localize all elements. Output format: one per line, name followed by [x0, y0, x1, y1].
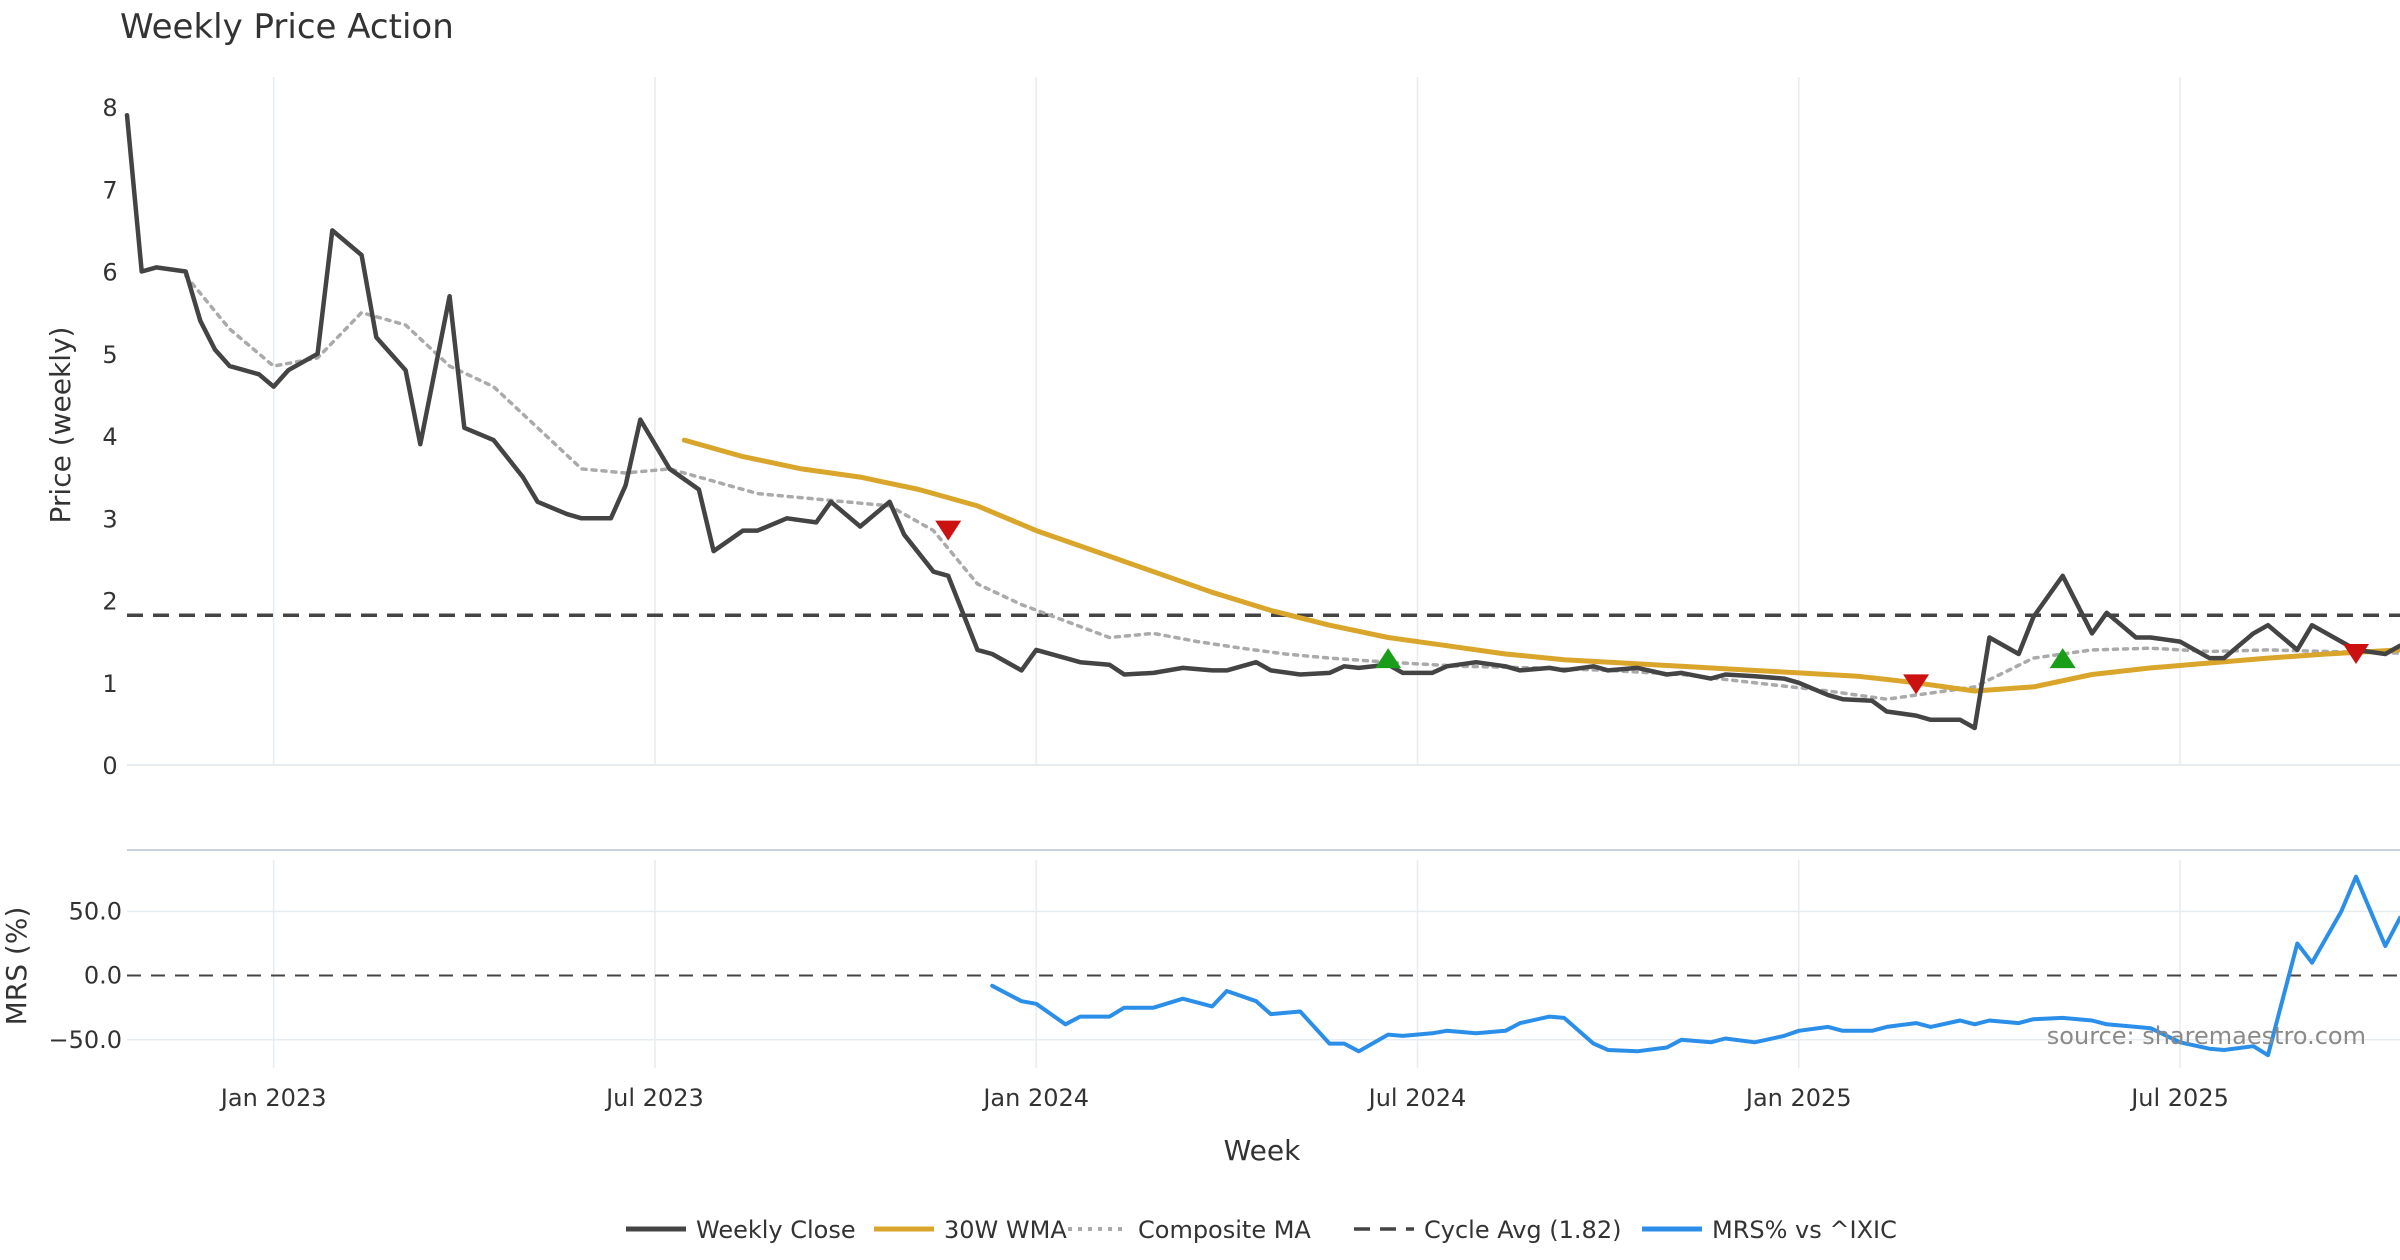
mrs-y-ticks: 50.0 0.0 −50.0	[48, 897, 122, 1053]
x-tick-label: Jan 2025	[1744, 1084, 1852, 1112]
x-tick-label: Jan 2024	[981, 1084, 1089, 1112]
legend-label: 30W WMA	[944, 1216, 1067, 1244]
price-y-tick-label: 5	[102, 341, 117, 369]
mrs-y-tick-label: 0.0	[84, 962, 122, 990]
x-axis-title: Week	[1224, 1134, 1301, 1167]
x-ticks: Jan 2023 Jul 2023 Jan 2024 Jul 2024 Jan 2025…	[219, 1084, 2229, 1112]
x-tick-label: Jul 2025	[2129, 1084, 2229, 1112]
price-y-axis-title: Price (weekly)	[44, 327, 77, 524]
price-y-tick-label: 2	[102, 588, 117, 616]
sell-signal-marker	[935, 520, 962, 541]
sell-signal-marker	[2343, 643, 2370, 664]
sell-signal-marker	[1903, 674, 1930, 695]
source-watermark: source: sharemaestro.com	[2047, 1022, 2366, 1050]
mrs-panel-grid	[127, 860, 2400, 1068]
series-weekly-close	[124, 112, 2400, 731]
series-30w-wma	[681, 437, 2400, 694]
price-y-ticks: 0 1 2 3 4 5 6 7 8	[102, 94, 117, 780]
legend-label: Composite MA	[1138, 1216, 1311, 1244]
price-y-tick-label: 0	[102, 752, 117, 780]
mrs-series-group	[990, 874, 2400, 1058]
legend-label: Cycle Avg (1.82)	[1424, 1216, 1621, 1244]
chart-title: Weekly Price Action	[120, 7, 454, 47]
buy-signal-marker	[1375, 648, 1402, 669]
price-y-tick-label: 7	[102, 176, 117, 204]
chart-legend: Weekly Close 30W WMA Composite MA Cycle Avg…	[626, 1216, 1897, 1244]
x-tick-label: Jul 2024	[1367, 1084, 1467, 1112]
price-y-tick-label: 8	[102, 94, 117, 122]
price-y-tick-label: 4	[102, 423, 117, 451]
series-mrs	[990, 874, 2400, 1058]
buy-signal-marker	[2049, 648, 2076, 669]
price-series-group	[124, 112, 2400, 731]
price-y-tick-label: 1	[102, 670, 117, 698]
legend-label: MRS% vs ^IXIC	[1712, 1216, 1897, 1244]
mrs-y-tick-label: 50.0	[69, 897, 122, 925]
price-y-tick-label: 6	[102, 259, 117, 287]
price-y-tick-label: 3	[102, 505, 117, 533]
x-tick-label: Jul 2023	[604, 1084, 704, 1112]
x-tick-label: Jan 2023	[219, 1084, 327, 1112]
series-composite-ma	[183, 273, 2400, 701]
mrs-y-tick-label: −50.0	[48, 1026, 122, 1054]
mrs-y-axis-title: MRS (%)	[0, 907, 33, 1026]
legend-label: Weekly Close	[696, 1216, 856, 1244]
price-panel-grid	[127, 77, 2400, 766]
signal-markers	[935, 520, 2370, 695]
